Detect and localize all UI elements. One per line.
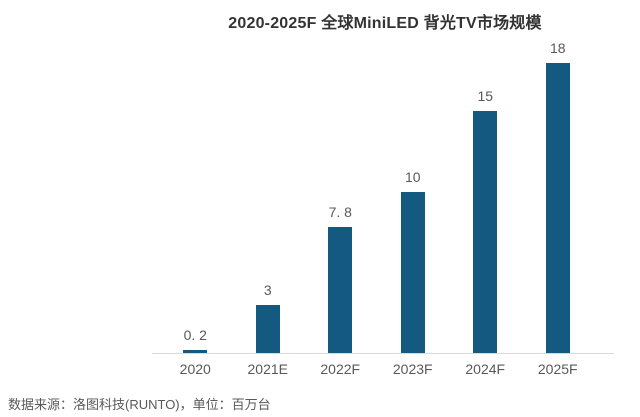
x-axis-labels-row: 2020 2021E 2022F 2023F 2024F 2025F <box>159 361 594 377</box>
x-axis-label: 2021E <box>247 361 288 377</box>
x-axis-label: 2024F <box>465 361 506 377</box>
bar-value-label: 3 <box>263 282 272 298</box>
bar <box>545 63 570 353</box>
chart-title: 2020-2025F 全球MiniLED 背光TV市场规模 <box>228 15 542 32</box>
bar-column: 3 <box>232 40 305 353</box>
x-axis-label: 2020 <box>179 361 211 377</box>
bar <box>183 350 208 353</box>
bar <box>328 227 353 353</box>
bar-plot-area: 0. 2 3 7. 8 10 15 18 <box>159 40 594 353</box>
bar <box>255 305 280 353</box>
x-axis-label: 2023F <box>392 361 433 377</box>
bar-column: 18 <box>522 40 595 353</box>
x-axis-label: 2025F <box>537 361 578 377</box>
bar-value-label: 15 <box>477 88 494 104</box>
bar-column: 10 <box>377 40 450 353</box>
bar <box>400 192 425 353</box>
bar-column: 15 <box>449 40 522 353</box>
bar <box>473 111 498 353</box>
bar-value-label: 7. 8 <box>328 204 352 220</box>
bar-value-label: 0. 2 <box>183 327 207 343</box>
source-note: 数据来源：洛图科技(RUNTO)，单位：百万台 <box>8 397 271 412</box>
bar-column: 7. 8 <box>304 40 377 353</box>
bar-column: 0. 2 <box>159 40 232 353</box>
bar-value-label: 18 <box>549 40 566 56</box>
x-axis-line <box>152 353 614 354</box>
x-axis-label: 2022F <box>320 361 361 377</box>
bar-value-label: 10 <box>404 169 421 185</box>
